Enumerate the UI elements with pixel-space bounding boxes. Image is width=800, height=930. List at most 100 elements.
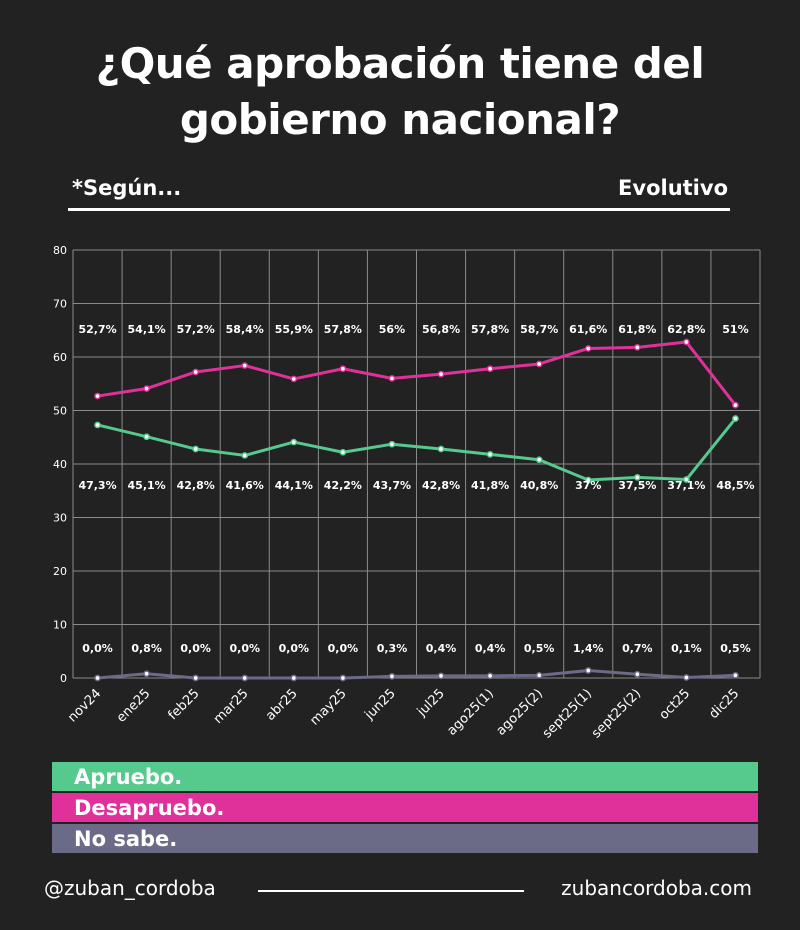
data-label: 0,0% — [82, 642, 113, 655]
data-point — [192, 674, 200, 682]
data-label: 57,8% — [471, 323, 509, 336]
data-label: 58,7% — [520, 323, 558, 336]
data-point — [290, 674, 298, 682]
data-point — [486, 365, 494, 373]
data-point — [437, 445, 445, 453]
y-tick-label: 50 — [53, 405, 67, 418]
data-label: 57,2% — [177, 323, 215, 336]
data-label: 42,8% — [177, 479, 215, 492]
data-point — [437, 370, 445, 378]
subtitle-divider — [68, 208, 730, 211]
social-handle: @zuban_cordoba — [44, 876, 216, 900]
data-label: 56,8% — [422, 323, 460, 336]
y-tick-label: 10 — [53, 619, 67, 632]
subtitle-row: *Según... Evolutivo — [72, 176, 728, 206]
legend-desapruebo: Desapruebo. — [52, 793, 758, 822]
data-point — [732, 401, 739, 409]
legend-no-sabe: No sabe. — [52, 824, 758, 853]
x-tick-label: dic25 — [707, 686, 743, 722]
data-label: 47,3% — [78, 479, 116, 492]
data-label: 37,1% — [667, 479, 705, 492]
data-label: 0,3% — [377, 642, 408, 655]
x-tick-label: jul25 — [414, 686, 448, 720]
data-point — [437, 672, 445, 680]
data-label: 44,1% — [275, 479, 313, 492]
series-line — [97, 417, 737, 482]
data-label: 57,8% — [324, 323, 362, 336]
title-line-1: ¿Qué aprobación tiene del — [95, 39, 705, 88]
page-title: ¿Qué aprobación tiene del gobierno nacio… — [0, 36, 800, 148]
data-point — [732, 671, 739, 679]
x-tick-label: ene25 — [114, 686, 153, 725]
data-label: 43,7% — [373, 479, 411, 492]
data-label: 0,0% — [229, 642, 260, 655]
data-point — [94, 392, 101, 400]
data-label: 0,5% — [720, 642, 751, 655]
data-point — [192, 445, 200, 453]
data-point — [633, 344, 641, 351]
data-label: 48,5% — [716, 479, 754, 492]
data-label: 51% — [722, 323, 748, 336]
data-point — [143, 433, 150, 441]
data-point — [290, 375, 298, 383]
x-tick-label: may25 — [307, 686, 349, 728]
data-label: 0,0% — [180, 642, 211, 655]
data-label: 0,1% — [671, 642, 702, 655]
y-tick-label: 0 — [60, 672, 67, 685]
data-point — [486, 672, 494, 680]
data-label: 61,8% — [618, 323, 656, 336]
x-tick-label: ago25(2) — [494, 686, 546, 738]
data-point — [633, 670, 641, 678]
y-tick-label: 20 — [53, 565, 67, 578]
legend-label: Desapruebo. — [74, 796, 225, 820]
data-point — [388, 673, 396, 680]
title-line-2: gobierno nacional? — [179, 95, 621, 144]
x-tick-label: sept25(1) — [540, 686, 595, 741]
approval-line-chart: 0 10 20 30 40 50 60 70 80 nov24 ene25 feb25 mar25 abr… — [53, 244, 761, 741]
data-point — [584, 667, 592, 674]
x-tick-label: feb25 — [165, 686, 202, 723]
x-tick-label: ago25(1) — [445, 686, 497, 738]
data-point — [584, 345, 592, 352]
data-point — [339, 448, 347, 456]
data-point — [143, 670, 150, 678]
data-label: 41,6% — [226, 479, 264, 492]
data-label: 45,1% — [128, 479, 166, 492]
data-label: 52,7% — [78, 323, 116, 336]
data-point — [683, 674, 690, 681]
data-point — [339, 674, 347, 682]
legend-apruebo: Apruebo. — [52, 762, 758, 791]
data-point — [535, 671, 543, 679]
data-label: 56% — [379, 323, 405, 336]
chart-kind-label: Evolutivo — [618, 176, 728, 200]
data-point — [143, 385, 150, 392]
data-label: 0,7% — [622, 642, 653, 655]
website-link: zubancordoba.com — [561, 876, 752, 900]
y-tick-label: 80 — [53, 244, 67, 257]
x-tick-label: jun25 — [362, 686, 399, 723]
data-point — [339, 365, 347, 373]
y-tick-label: 40 — [53, 458, 67, 471]
data-point — [388, 375, 396, 382]
data-label: 40,8% — [520, 479, 558, 492]
series-line — [97, 669, 736, 680]
data-label: 55,9% — [275, 323, 313, 336]
data-label: 58,4% — [226, 323, 264, 336]
data-point — [241, 452, 249, 459]
data-point — [241, 362, 249, 369]
data-label: 41,8% — [471, 479, 509, 492]
data-point — [584, 476, 592, 484]
data-label: 37% — [575, 479, 601, 492]
series-line — [97, 340, 737, 407]
x-tick-label: mar25 — [211, 686, 252, 727]
x-tick-label: sept25(2) — [589, 686, 644, 741]
data-label: 42,8% — [422, 479, 460, 492]
data-label: 0,4% — [426, 642, 457, 655]
data-point — [535, 360, 543, 368]
data-label: 1,4% — [573, 642, 604, 655]
data-point — [683, 476, 690, 483]
data-label: 61,6% — [569, 323, 607, 336]
data-label: 0,4% — [475, 642, 506, 655]
data-point — [535, 456, 543, 464]
data-point — [388, 440, 396, 448]
